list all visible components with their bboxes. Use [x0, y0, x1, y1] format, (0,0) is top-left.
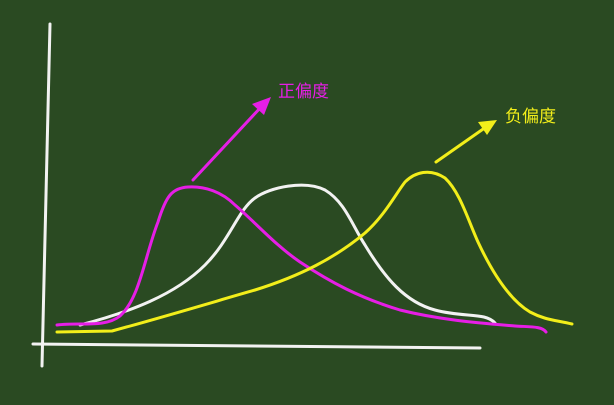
negative-skew-arrow [436, 127, 486, 162]
symmetric-curve [80, 185, 495, 325]
positive-skew-label: 正偏度 [278, 82, 329, 102]
negative-skew-label: 负偏度 [505, 107, 556, 127]
negative-skew-arrowhead [478, 120, 497, 135]
positive-skew-arrow [193, 106, 262, 180]
x-axis [33, 344, 480, 348]
y-axis [42, 24, 50, 366]
